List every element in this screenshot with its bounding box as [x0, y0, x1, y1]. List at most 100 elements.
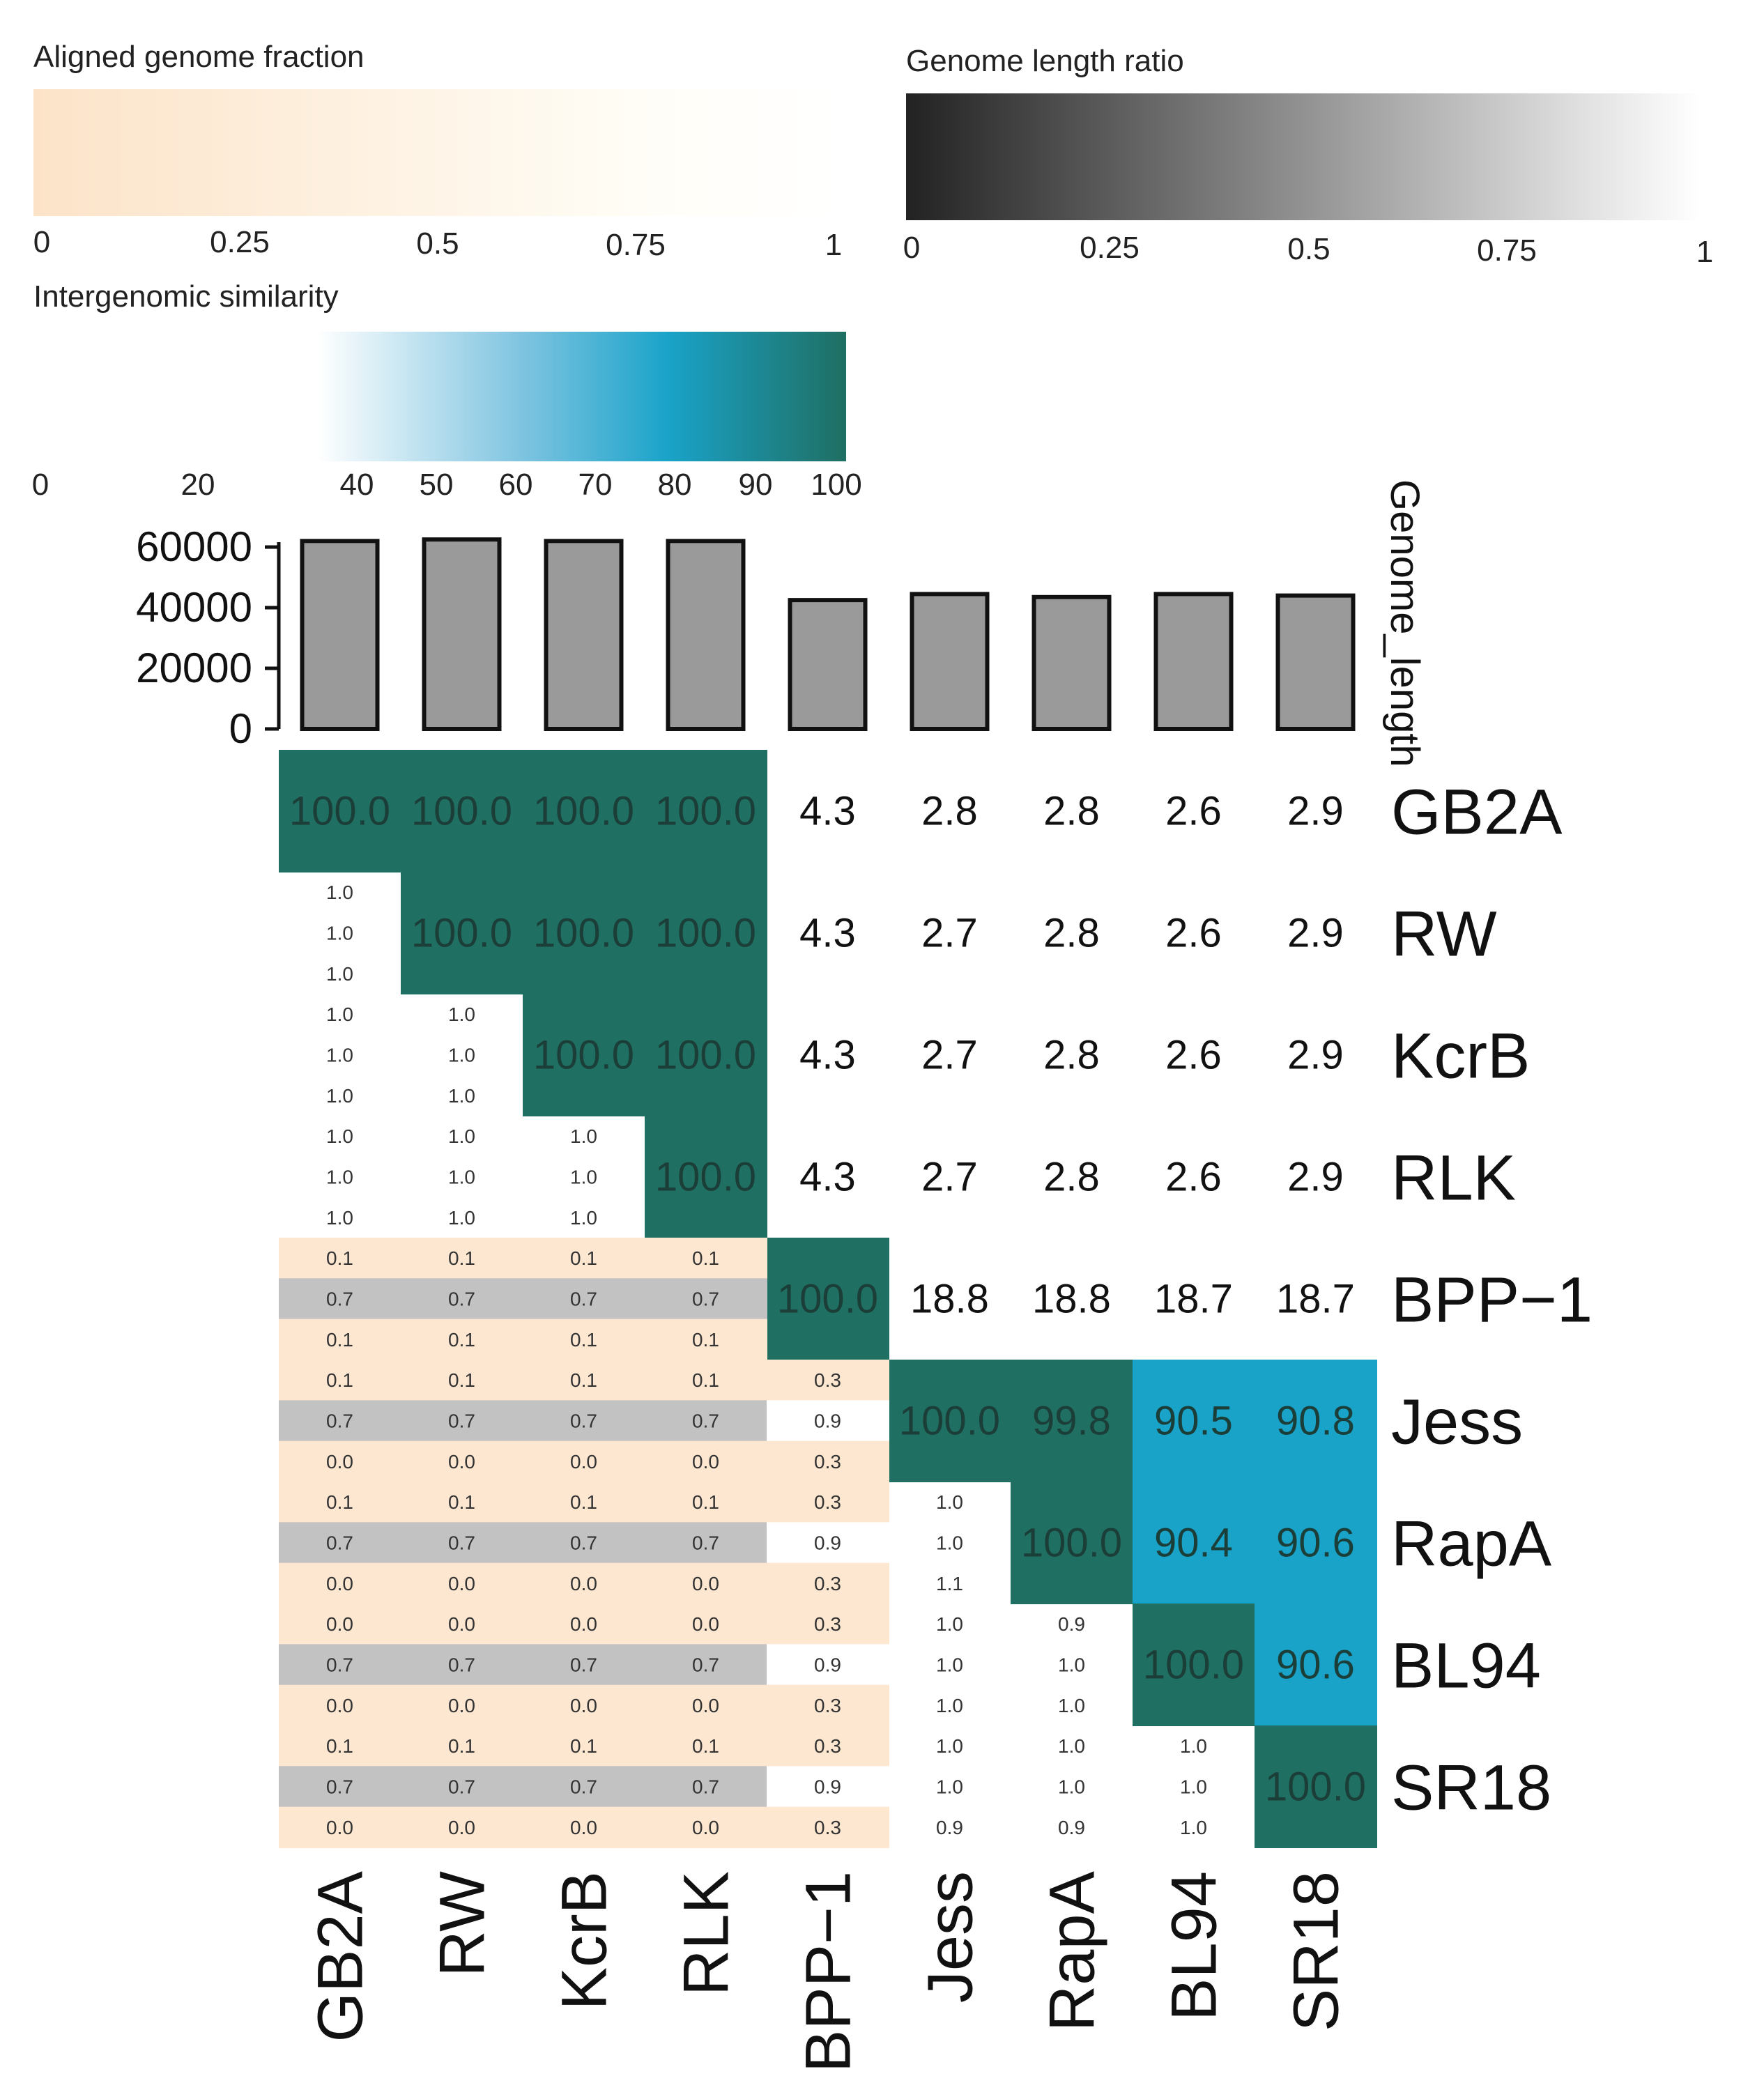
similarity-value: 90.5 — [1154, 1399, 1233, 1444]
fraction-value: 0.0 — [692, 1613, 719, 1635]
legend-aligned-fraction-bar — [33, 89, 836, 216]
similarity-value: 99.8 — [1032, 1399, 1111, 1444]
fraction-value: 0.0 — [448, 1817, 475, 1838]
fraction-cell — [279, 1604, 401, 1645]
fraction-cell — [279, 1400, 401, 1442]
similarity-value: 100.0 — [411, 911, 512, 956]
fraction-cell — [401, 1318, 523, 1360]
fraction-value: 1.0 — [448, 1167, 475, 1188]
fraction-value: 0.9 — [936, 1817, 963, 1838]
fraction-cell — [279, 1522, 401, 1564]
fraction-cell — [645, 1238, 767, 1279]
fraction-value: 0.1 — [448, 1491, 475, 1513]
fraction-value: 1.0 — [570, 1207, 597, 1229]
similarity-value: 2.6 — [1165, 789, 1222, 834]
fraction-value: 0.1 — [570, 1369, 597, 1391]
similarity-cell — [645, 872, 767, 994]
similarity-cell — [1255, 1725, 1377, 1848]
fraction-value: 0.1 — [692, 1369, 719, 1391]
similarity-cell — [1133, 1604, 1255, 1726]
similarity-value: 2.9 — [1287, 911, 1344, 956]
fraction-cell — [767, 1360, 889, 1401]
fraction-value: 0.0 — [326, 1695, 353, 1716]
fraction-cell — [279, 1562, 401, 1604]
fraction-value: 1.0 — [1180, 1735, 1207, 1757]
fraction-value: 0.1 — [448, 1369, 475, 1391]
row-label: BPP−1 — [1391, 1265, 1593, 1336]
fraction-cell — [279, 1725, 401, 1767]
fraction-value: 1.0 — [1180, 1817, 1207, 1838]
fraction-cell — [767, 1806, 889, 1848]
fraction-value: 0.7 — [692, 1289, 719, 1310]
column-label: SR18 — [1281, 1871, 1352, 2031]
fraction-value: 1.0 — [1058, 1776, 1085, 1798]
fraction-cell — [645, 1400, 767, 1442]
fraction-value: 0.7 — [570, 1532, 597, 1554]
fraction-cell — [401, 1238, 523, 1279]
similarity-value: 2.6 — [1165, 1155, 1222, 1200]
similarity-cell — [1011, 1482, 1133, 1604]
column-label: Jess — [915, 1871, 986, 2003]
fraction-value: 1.0 — [326, 1125, 353, 1147]
similarity-cell — [889, 1360, 1011, 1482]
legend-tick: 0 — [903, 231, 920, 265]
fraction-cell — [523, 1360, 645, 1401]
genome-length-bar — [300, 539, 380, 731]
legend-length-ratio: Genome length ratio 0 0.25 0.5 0.75 1 — [903, 44, 1713, 269]
fraction-cell — [645, 1482, 767, 1523]
genome-length-bar — [788, 598, 868, 731]
genome-length-bar — [910, 592, 990, 731]
similarity-value: 90.6 — [1276, 1521, 1355, 1566]
similarity-value: 100.0 — [1265, 1764, 1366, 1810]
fraction-value: 0.0 — [692, 1451, 719, 1473]
genome-length-bar — [666, 539, 746, 731]
similarity-cell — [1011, 1360, 1133, 1482]
legend-similarity-title: Intergenomic similarity — [33, 279, 339, 314]
fraction-value: 1.0 — [1058, 1735, 1085, 1757]
legend-length-ratio-title: Genome length ratio — [906, 44, 1184, 78]
fraction-cell — [645, 1522, 767, 1564]
genome-length-bar — [1275, 593, 1356, 731]
similarity-value: 100.0 — [533, 1033, 634, 1078]
fraction-cell — [523, 1440, 645, 1482]
fraction-cell — [279, 1238, 401, 1279]
fraction-value: 0.0 — [448, 1695, 475, 1716]
fraction-value: 0.7 — [326, 1410, 353, 1432]
similarity-value: 2.8 — [921, 789, 978, 834]
fraction-value: 0.1 — [692, 1247, 719, 1269]
legend-aligned-fraction-ticks: 0 0.25 0.5 0.75 1 — [33, 225, 842, 262]
fraction-value: 0.3 — [814, 1817, 841, 1838]
fraction-value: 0.7 — [448, 1532, 475, 1554]
similarity-cell — [645, 1116, 767, 1238]
bar-chart-y-ticks: 0 20000 40000 60000 — [136, 523, 279, 752]
similarity-value: 2.9 — [1287, 1155, 1344, 1200]
fraction-value: 1.0 — [936, 1532, 963, 1554]
fraction-cell — [401, 1360, 523, 1401]
legend-aligned-fraction-title: Aligned genome fraction — [33, 40, 365, 74]
fraction-value: 1.0 — [448, 1085, 475, 1107]
y-tick-label: 60000 — [136, 523, 252, 570]
genome-length-axis-title: Genome_length — [1382, 479, 1427, 767]
fraction-value: 1.0 — [570, 1125, 597, 1147]
similarity-value: 2.8 — [1043, 1155, 1100, 1200]
fraction-value: 1.0 — [936, 1695, 963, 1716]
similarity-cell — [401, 750, 523, 872]
fraction-value: 0.7 — [570, 1289, 597, 1310]
fraction-value: 0.7 — [692, 1532, 719, 1554]
genome-length-bar-chart: 0 20000 40000 60000 Genome_length — [136, 479, 1427, 767]
fraction-value: 0.1 — [326, 1369, 353, 1391]
legend-tick: 0 — [33, 225, 50, 259]
similarity-value: 100.0 — [655, 789, 756, 834]
legend-tick: 50 — [420, 468, 454, 502]
fraction-value: 0.0 — [692, 1695, 719, 1716]
legend-tick: 40 — [340, 468, 374, 502]
fraction-value: 0.1 — [326, 1735, 353, 1757]
fraction-value: 0.3 — [814, 1491, 841, 1513]
fraction-cell — [523, 1318, 645, 1360]
fraction-value: 0.7 — [326, 1654, 353, 1676]
legend-similarity-bar — [33, 332, 846, 461]
similarity-cell — [767, 1238, 889, 1360]
fraction-value: 0.0 — [326, 1573, 353, 1594]
similarity-value: 2.8 — [1043, 789, 1100, 834]
